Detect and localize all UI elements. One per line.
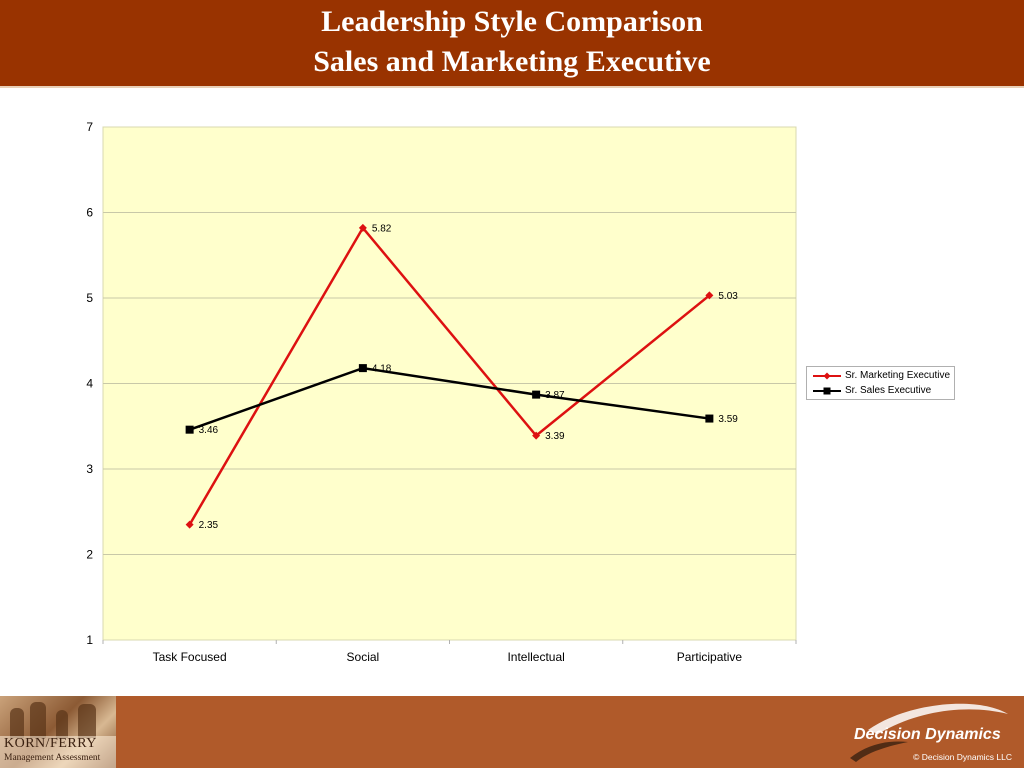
korn-ferry-logo-sub: Management Assessment: [4, 753, 101, 763]
swoosh-icon: [850, 703, 1008, 762]
point-sales-1: [358, 364, 367, 373]
series-line-sales: [189, 366, 710, 431]
y-tick-label-6: 6: [86, 206, 93, 220]
x-tick-label-participative: Participative: [677, 650, 743, 664]
x-tick-label-intellectual: Intellectual: [507, 650, 564, 664]
korn-ferry-logo: KORN/FERRY Management Assessment: [0, 696, 116, 768]
legend-swatch-marketing: [813, 372, 841, 380]
slide-header: Leadership Style Comparison Sales and Ma…: [0, 0, 1024, 86]
data-label-marketing-3: 5.03: [718, 291, 738, 302]
y-tick-label-7: 7: [86, 120, 93, 134]
chart-legend: Sr. Marketing Executive Sr. Sales Execut…: [806, 366, 955, 400]
data-label-sales-0: 3.46: [199, 425, 219, 436]
series-line-marketing: [188, 225, 711, 526]
legend-swatch-sales: [813, 387, 841, 395]
y-axis-labels: 1 2 3 4 5 6 7: [86, 120, 93, 647]
x-axis-labels: Task Focused Social Intellectual Participat…: [153, 650, 743, 664]
legend-label-marketing: Sr. Marketing Executive: [845, 370, 951, 381]
copyright-text: © Decision Dynamics LLC: [913, 752, 1012, 762]
y-tick-label-5: 5: [86, 291, 93, 305]
point-sales-0: [185, 425, 194, 434]
x-tick-label-social: Social: [347, 650, 380, 664]
gridlines: [103, 212, 796, 555]
point-marketing-2: [532, 431, 541, 440]
y-tick-label-3: 3: [86, 462, 93, 476]
point-sales-3: [705, 414, 714, 423]
x-axis-ticks: [102, 640, 797, 644]
decision-dynamics-name: Decision Dynamics: [854, 726, 1001, 743]
page-title-line2: Sales and Marketing Executive: [313, 45, 711, 78]
data-label-marketing-0: 2.35: [199, 520, 219, 531]
chart-series: [185, 223, 714, 529]
legend-label-sales: Sr. Sales Executive: [845, 385, 932, 396]
data-label-sales-1: 4.18: [372, 364, 392, 375]
point-marketing-0: [185, 520, 194, 529]
point-sales-2: [532, 390, 541, 399]
y-tick-label-4: 4: [86, 377, 93, 391]
x-tick-label-task-focused: Task Focused: [153, 650, 227, 664]
data-label-sales-3: 3.59: [718, 414, 738, 425]
line-chart: 1 2 3 4 5 6 7 Task Focused Social Intellectual Pa…: [86, 120, 797, 664]
data-labels: 2.35 5.82 3.39 5.03 3.46 4.18 3.87 3.59: [199, 223, 739, 531]
data-label-sales-2: 3.87: [545, 390, 565, 401]
korn-ferry-logo-name: KORN/FERRY: [4, 736, 97, 751]
y-tick-label-2: 2: [86, 548, 93, 562]
page-title-line1: Leadership Style Comparison: [321, 5, 703, 38]
decision-dynamics-logo: Decision Dynamics © Decision Dynamics LL…: [848, 700, 1018, 764]
point-marketing-3: [705, 291, 714, 300]
y-tick-label-1: 1: [86, 633, 93, 647]
header-divider: [0, 86, 1024, 88]
data-label-marketing-2: 3.39: [545, 431, 565, 442]
data-label-marketing-1: 5.82: [372, 223, 392, 234]
point-marketing-1: [358, 223, 367, 232]
